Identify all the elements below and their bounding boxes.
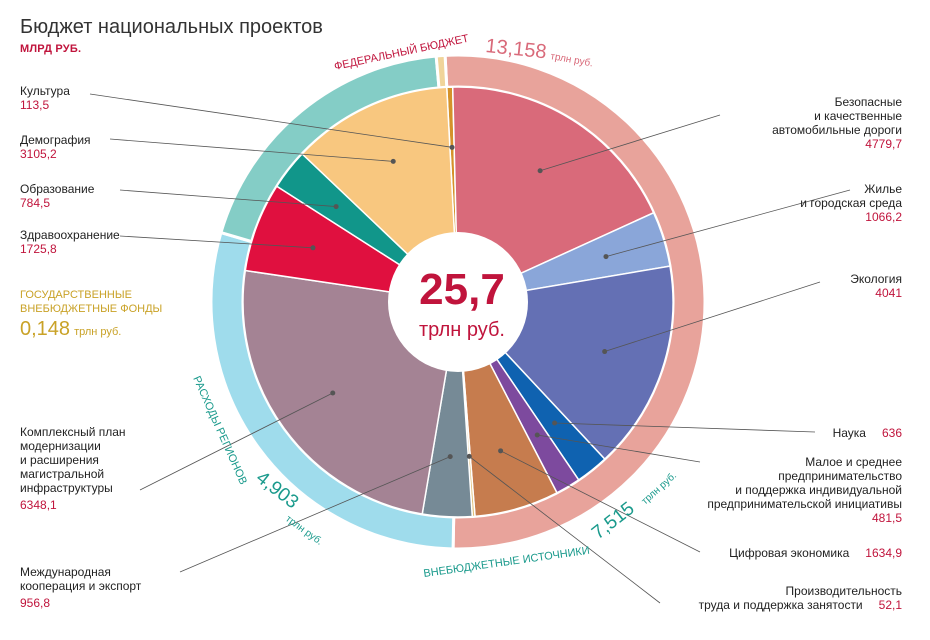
label-infrastructure: Комплексный план модернизации и расширен… (20, 425, 126, 512)
leader-dot-7 (466, 453, 472, 459)
leader-dot-6 (498, 448, 504, 454)
leader-line-1 (539, 114, 721, 172)
label-roads-line3: автомобильные дороги (772, 123, 902, 137)
label-culture: Культура 113,5 (20, 84, 70, 112)
leader-line-0 (89, 93, 453, 148)
offbudget-ring-unit: трлн руб. (639, 470, 679, 508)
leader-line-9 (139, 392, 333, 491)
label-health: Здравоохранение 1725,8 (20, 228, 120, 256)
leader-dot-4 (552, 420, 558, 426)
leader-dot-12 (390, 158, 396, 164)
leader-line-7 (469, 456, 661, 604)
leader-dot-8 (447, 454, 453, 460)
label-export-value: 956,8 (20, 596, 51, 610)
leader-line-4 (554, 422, 816, 433)
leader-line-11 (119, 189, 337, 207)
leader-line-3 (604, 281, 821, 352)
label-roads-value: 4779,7 (865, 137, 902, 151)
label-ecology-name: Экология (850, 272, 902, 286)
leader-line-6 (500, 450, 701, 553)
label-sme-line2: предпринимательство (778, 469, 902, 483)
regions-ring-unit: трлн руб. (283, 513, 325, 548)
label-sme-line4: предпринимательской инициативы (707, 497, 902, 511)
label-productivity-line2: труда и поддержка занятости (698, 598, 863, 612)
leader-lines (89, 93, 851, 604)
label-culture-value: 113,5 (20, 98, 50, 112)
page-title: Бюджет национальных проектов (20, 16, 323, 38)
label-productivity-line1: Производительность (785, 584, 902, 598)
leader-line-10 (119, 235, 314, 249)
label-roads-line2: и качественные (814, 109, 902, 123)
label-roads-line1: Безопасные (834, 95, 902, 109)
label-science-value: 636 (881, 426, 902, 440)
label-infra-line3: и расширения (20, 453, 99, 467)
label-science-name: Наука (832, 426, 866, 440)
label-health-name: Здравоохранение (20, 228, 120, 242)
label-housing: Жилье и городская среда 1066,2 (800, 182, 902, 224)
label-infra-line4: магистральной (20, 467, 105, 481)
label-education: Образование 784,5 (20, 182, 94, 210)
funds-value-unit: трлн руб. (74, 326, 122, 338)
pie-slice-1 (451, 86, 655, 304)
label-sme-line3: и поддержка индивидуальной (735, 483, 902, 497)
leader-line-8 (179, 456, 451, 573)
label-demography-name: Демография (20, 133, 91, 147)
leader-line-5 (537, 434, 701, 463)
label-export-line1: Международная (20, 565, 111, 579)
label-productivity-value: 52,1 (878, 598, 902, 612)
leader-line-12 (109, 138, 394, 162)
leader-dot-11 (333, 204, 339, 210)
label-sme-line1: Малое и среднее (805, 455, 902, 469)
label-digital-name: Цифровая экономика (729, 546, 850, 560)
leader-dot-10 (310, 245, 316, 251)
leader-dot-1 (537, 168, 543, 174)
label-digital: Цифровая экономика 1634,9 (729, 546, 902, 560)
leader-dot-2 (603, 254, 609, 260)
label-sme-value: 481,5 (871, 511, 902, 525)
label-health-value: 1725,8 (20, 242, 57, 256)
label-science: Наука 636 (833, 426, 902, 440)
label-ecology-value: 4041 (875, 286, 902, 300)
label-roads: Безопасные и качественные автомобильные … (772, 95, 902, 151)
label-productivity: Производительность труда и поддержка зан… (699, 584, 902, 612)
label-export: Международная кооперация и экспорт 956,8 (20, 565, 141, 610)
funds-label: ГОСУДАРСТВЕННЫЕ ВНЕБЮДЖЕТНЫЕ ФОНДЫ (20, 289, 163, 315)
label-demography-value: 3105,2 (20, 147, 57, 161)
leader-line-2 (605, 189, 851, 257)
label-sme: Малое и среднее предпринимательство и по… (707, 455, 902, 525)
leader-dot-5 (534, 432, 540, 438)
label-housing-line1: Жилье (864, 182, 902, 196)
outer-ring (209, 53, 707, 551)
funds-value: 0,148 трлн руб. (20, 318, 121, 341)
federal-ring-unit: трлн руб. (549, 50, 593, 69)
label-education-name: Образование (20, 182, 95, 196)
label-digital-value: 1634,9 (865, 546, 902, 560)
center-disc (388, 232, 528, 372)
label-infra-line1: Комплексный план (20, 425, 126, 439)
leader-dot-3 (602, 349, 608, 355)
label-ecology: Экология 4041 (850, 272, 902, 300)
label-housing-value: 1066,2 (865, 210, 902, 224)
label-culture-name: Культура (20, 84, 70, 98)
leader-dot-0 (449, 144, 455, 150)
label-export-line2: кооперация и экспорт (20, 579, 142, 593)
label-infra-line5: инфраструктуры (20, 481, 113, 495)
label-infra-line2: модернизации (20, 439, 101, 453)
label-demography: Демография 3105,2 (20, 133, 91, 161)
label-education-value: 784,5 (20, 196, 51, 210)
funds-value-number: 0,148 (20, 318, 71, 340)
label-housing-line2: и городская среда (800, 196, 902, 210)
ring-segment-3 (434, 53, 449, 90)
leader-dot-9 (330, 390, 336, 396)
unit-label: МЛРД РУБ. (20, 43, 82, 55)
center-total-value: 25,7 (419, 265, 505, 314)
center-total-unit: трлн руб. (419, 319, 505, 341)
label-infra-value: 6348,1 (20, 498, 57, 512)
